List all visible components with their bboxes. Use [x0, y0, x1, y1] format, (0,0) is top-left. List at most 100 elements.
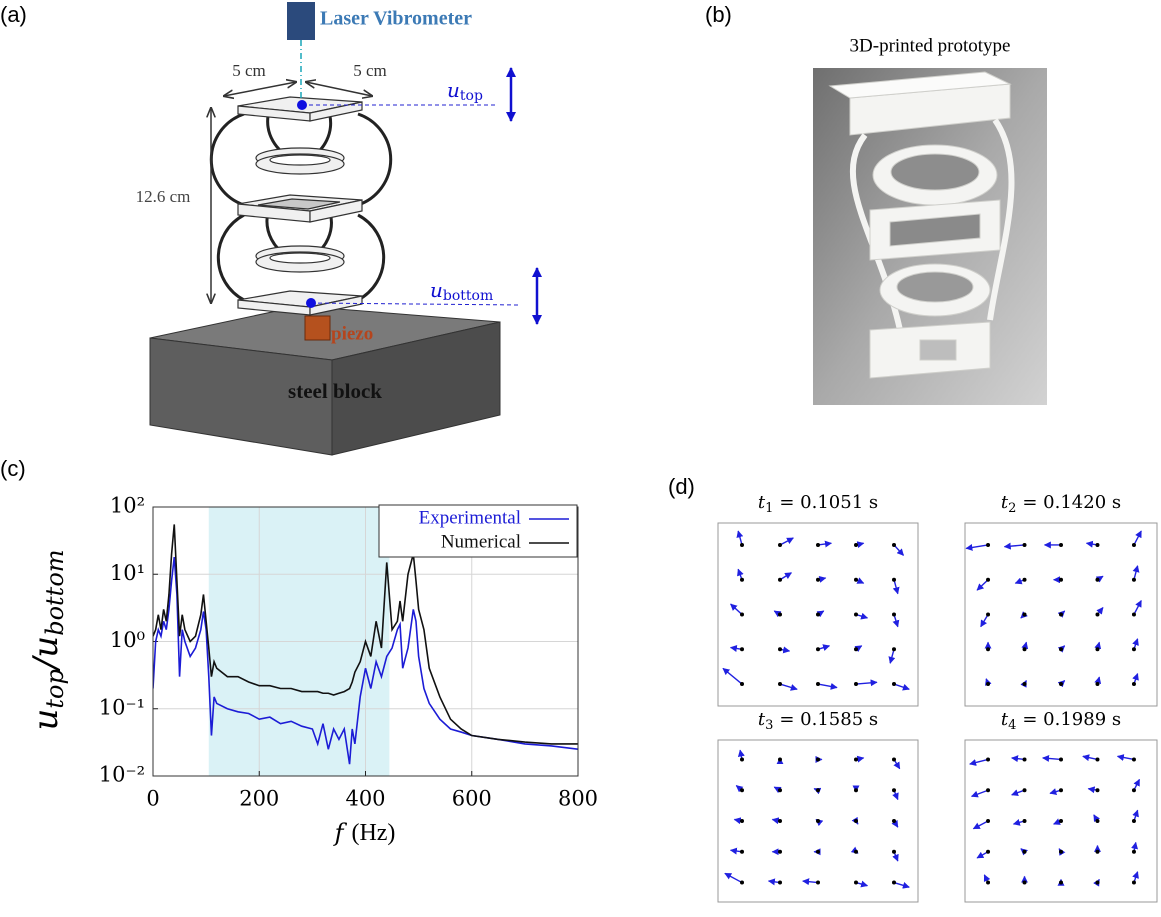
grid-point: [892, 543, 896, 547]
x-tick-label: 800: [558, 787, 598, 811]
grid-point: [892, 881, 896, 885]
grid-point: [816, 850, 820, 854]
grid-point: [892, 819, 896, 823]
grid-point: [986, 850, 990, 854]
grid-point: [854, 850, 858, 854]
grid-point: [986, 647, 990, 651]
grid-point: [1095, 578, 1099, 582]
grid-point: [778, 788, 782, 792]
grid-point: [816, 578, 820, 582]
bottom-label: ubottom: [430, 278, 493, 305]
grid-point: [1023, 850, 1027, 854]
grid-point: [986, 682, 990, 686]
grid-point: [986, 881, 990, 885]
grid-point: [1095, 850, 1099, 854]
grid-point: [854, 881, 858, 885]
grid-point: [1095, 682, 1099, 686]
measure-point: [306, 298, 316, 308]
actuator-label: piezo: [331, 323, 373, 344]
grid-point: [986, 578, 990, 582]
grid-point: [778, 881, 782, 885]
grid-point: [1023, 819, 1027, 823]
panel-label: (b): [705, 2, 732, 27]
grid-point: [740, 543, 744, 547]
grid-point: [740, 881, 744, 885]
grid-point: [740, 578, 744, 582]
grid-point: [778, 850, 782, 854]
figure: (a) (b) (c) (d) La: [0, 0, 1161, 917]
x-tick-label: 400: [345, 787, 385, 811]
grid-point: [854, 757, 858, 761]
dimension-arrow: [306, 82, 372, 96]
grid-point: [816, 819, 820, 823]
grid-point: [816, 881, 820, 885]
title-text: = 0.1051 s: [779, 492, 878, 513]
grid-point: [1132, 682, 1136, 686]
grid-point: [986, 819, 990, 823]
grid-point: [778, 613, 782, 617]
grid-point: [1132, 819, 1136, 823]
laser-head: [287, 2, 315, 40]
y-tick-label: 10¹: [110, 561, 145, 585]
grid-point: [816, 543, 820, 547]
grid-point: [1023, 788, 1027, 792]
symbol: f: [333, 819, 348, 847]
grid-point: [1023, 682, 1027, 686]
top-label: utop: [447, 78, 483, 105]
grid-point: [986, 788, 990, 792]
measure-point: [297, 100, 307, 110]
grid-point: [1132, 881, 1136, 885]
subscript: 1: [765, 501, 773, 516]
subscript: 3: [765, 718, 773, 733]
title-text: = 0.1420 s: [1022, 492, 1121, 513]
grid-point: [854, 682, 858, 686]
grid-point: [778, 543, 782, 547]
grid-point: [816, 647, 820, 651]
legend-label: Numerical: [441, 531, 521, 552]
grid-point: [778, 819, 782, 823]
grid-point: [892, 613, 896, 617]
grid-point: [1023, 613, 1027, 617]
grid-point: [1059, 613, 1063, 617]
grid-point: [892, 788, 896, 792]
subscript: bottom: [443, 288, 493, 304]
grid-point: [1132, 788, 1136, 792]
grid-point: [1095, 788, 1099, 792]
photo: 3D-printed prototype: [813, 35, 1047, 405]
grid-point: [1095, 647, 1099, 651]
panel-label: (d): [668, 474, 695, 499]
grid-point: [1059, 850, 1063, 854]
dimension-label: 5 cm: [232, 61, 266, 80]
grid-point: [778, 682, 782, 686]
grid-point: [854, 647, 858, 651]
grid-point: [1095, 613, 1099, 617]
grid-point: [740, 788, 744, 792]
grid-point: [1023, 881, 1027, 885]
tower-parts: [238, 97, 362, 315]
grid-point: [1059, 788, 1063, 792]
grid-point: [1059, 647, 1063, 651]
grid-point: [986, 757, 990, 761]
title-text: = 0.1989 s: [1022, 709, 1121, 730]
quiver-title: t3= 0.1585 s: [758, 709, 878, 733]
grid-point: [1095, 543, 1099, 547]
subscript: top: [41, 669, 69, 708]
grid-point: [892, 647, 896, 651]
dimension-label: 12.6 cm: [136, 187, 191, 206]
dimension-arrow: [224, 82, 296, 96]
grid-point: [1132, 850, 1136, 854]
quiver-plot: t1= 0.1051 s: [718, 492, 918, 706]
y-tick-label: 10⁻²: [99, 763, 145, 787]
unit: (Hz): [351, 820, 395, 846]
grid-point: [986, 543, 990, 547]
grid-point: [778, 647, 782, 651]
symbol: u: [447, 78, 460, 102]
y-tick-label: 10⁻¹: [99, 695, 145, 719]
grid-point: [1132, 543, 1136, 547]
grid-point: [1132, 757, 1136, 761]
symbol: u: [26, 636, 66, 658]
grid-point: [892, 757, 896, 761]
instrument-label: Laser Vibrometer: [320, 8, 472, 30]
grid-point: [854, 613, 858, 617]
grid-point: [1059, 881, 1063, 885]
